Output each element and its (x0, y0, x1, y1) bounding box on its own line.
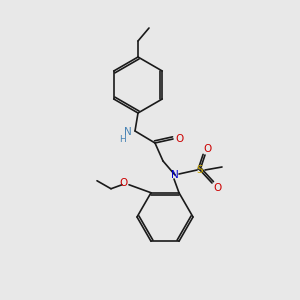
Text: H: H (118, 134, 125, 143)
Text: N: N (124, 127, 132, 137)
Text: O: O (176, 134, 184, 144)
Text: N: N (171, 170, 179, 180)
Text: O: O (213, 183, 221, 193)
Text: O: O (120, 178, 128, 188)
Text: O: O (204, 144, 212, 154)
Text: S: S (197, 165, 203, 175)
